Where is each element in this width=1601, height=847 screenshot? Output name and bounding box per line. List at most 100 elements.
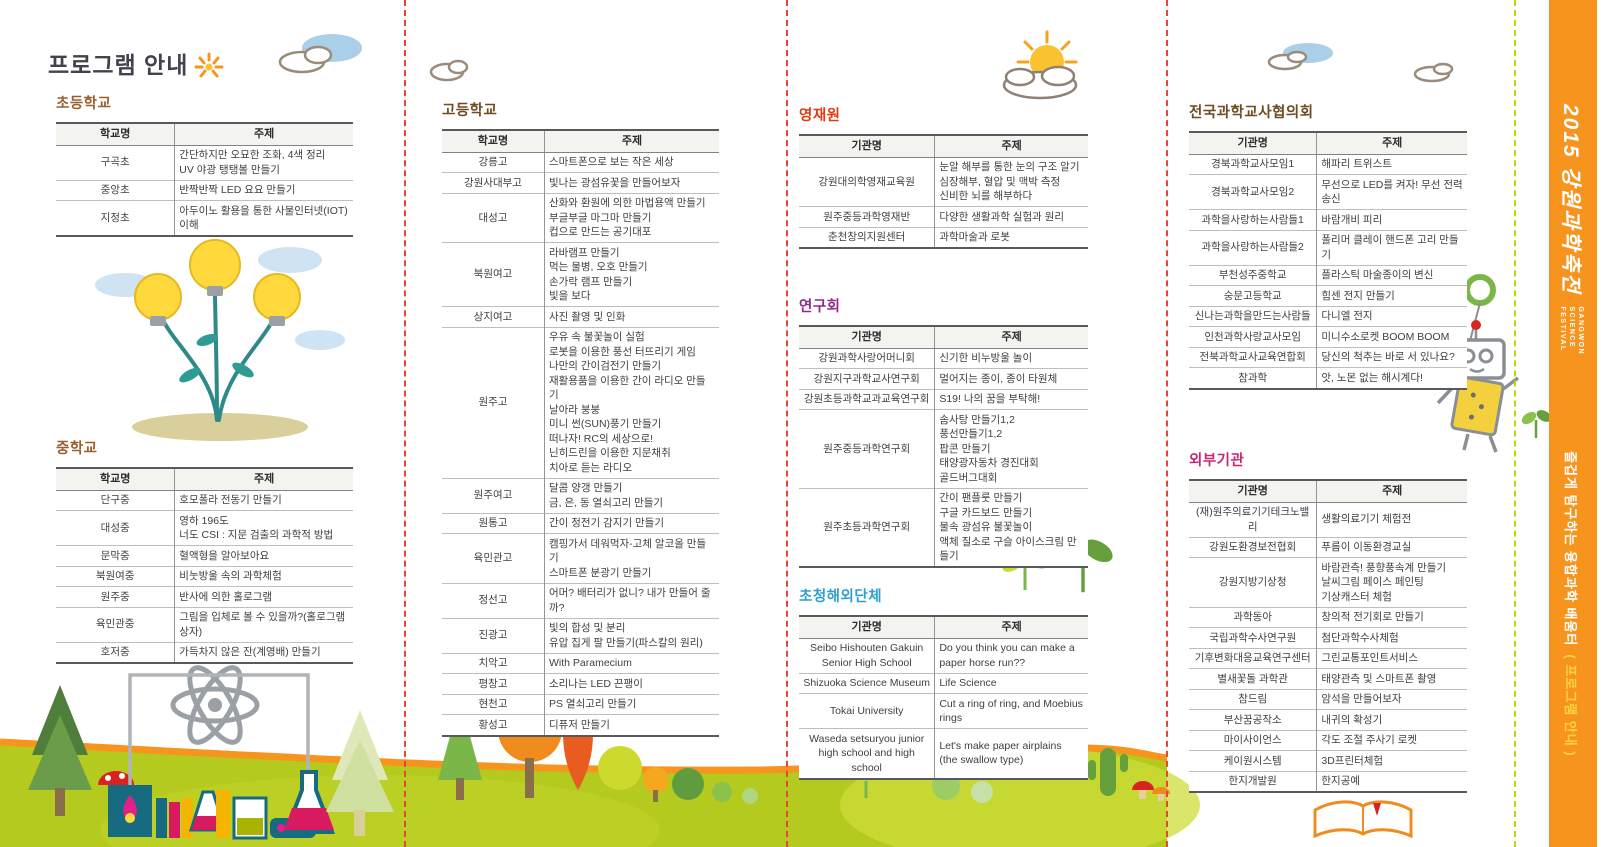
topic-cell: 빛나는 광섬유꽃을 만들어보자	[543, 172, 719, 193]
section-heading: 전국과학교사협의회	[1189, 105, 1314, 121]
topic-line: 아두이노 활용을 통한 사물인터넷(IOT) 이해	[179, 204, 348, 232]
topic-line: 미니 썬(SUN)풍기 만들기	[548, 418, 662, 430]
name-cell: 과학을사랑하는사람들2	[1189, 229, 1317, 265]
table-row: 중앙초 반짝반짝 LED 요요 만들기	[56, 179, 353, 201]
topic-cell: 각도 조절 주사기 로켓	[1316, 729, 1467, 751]
topic-line: 구글 카드보드 만들기	[939, 506, 1033, 519]
name-cell: 참과학	[1189, 367, 1317, 389]
table-row: 문막중 혈액형을 알아보아요	[56, 545, 353, 566]
topic-cell: 눈알 해부를 통한 눈의 구조 알기 심장해부, 혈압 및 맥박 측정 신비한 뇌를…	[934, 157, 1088, 207]
section-heading: 영재원	[799, 108, 841, 124]
topic-line: 눈알 해부를 통한 눈의 구조 알기	[939, 161, 1080, 173]
section-research: 연구회 기관명 주제 강원과학사랑어머니회 신기한 비누방울 놀이 강원지구과학교사연구회…	[799, 295, 1088, 568]
topic-cell: Cut a ring of ring, and Moebius rings	[934, 693, 1088, 729]
topic-cell: 비눗방울 속의 과학체험	[174, 565, 353, 587]
topic-cell: 스마트폰으로 보는 작은 세상	[543, 152, 719, 173]
topic-line: 우유 속 불꽃놀이 실험	[548, 331, 645, 343]
topic-cell: 다양한 생활과학 실험과 원리	[934, 206, 1088, 227]
topic-cell: 미니수소로켓 BOOM BOOM	[1316, 326, 1467, 347]
name-cell: 육민관고	[442, 533, 545, 583]
festival-title: 2015 강원과학축전	[1559, 104, 1582, 295]
topic-line: 암석을 만들어보자	[1321, 693, 1402, 705]
name-cell: Tokai University	[799, 693, 935, 729]
topic-line: 물속 광섬유 불꽃놀이	[939, 521, 1033, 533]
name-cell: 원통고	[442, 512, 545, 534]
topic-cell: 창의적 전기회로 만들기	[1316, 606, 1467, 628]
name-cell: 신나는과학을만드는사람들	[1189, 305, 1317, 327]
table-row: 상지여고 사진 촬영 및 인화	[442, 306, 719, 327]
topic-line: 먹는 물병, 오호 만들기	[548, 261, 648, 273]
table-row: 숭문고등학교 힘센 전지 만들기	[1189, 285, 1467, 306]
cactus-icon	[1088, 748, 1128, 796]
table-row: Shizuoka Science Museum Life Science	[799, 672, 1088, 694]
topic-line: 치아로 듣는 라디오	[548, 461, 633, 474]
fold-line	[1166, 0, 1168, 847]
fold-line	[1514, 0, 1516, 847]
table-row: 과학을사랑하는사람들1 바람개비 피리	[1189, 209, 1467, 230]
topic-line: 미니수소로켓 BOOM BOOM	[1321, 330, 1450, 343]
topic-cell: Do you think you can make a paper horse …	[934, 638, 1088, 673]
topic-line: 심장해부, 혈압 및 맥박 측정	[939, 175, 1061, 188]
table-row: 강릉고 스마트폰으로 보는 작은 세상	[442, 152, 719, 173]
table-row: 원주중 반사에 의한 홀로그램	[56, 586, 353, 607]
name-cell: 상지여고	[442, 306, 545, 327]
name-cell: 강원지방기상청	[1189, 557, 1317, 607]
table-row: Waseda setsuryou junior high school and …	[799, 728, 1088, 779]
topic-line: 스마트폰으로 보는 작은 세상	[548, 156, 674, 168]
topic-cell: 영하 196도 너도 CSI : 지문 검출의 과학적 방법	[174, 510, 353, 546]
topic-cell: 솜사탕 만들기1,2 풍선만들기1,2 팝콘 만들기 태양광자동차 경진대회 골드버그대…	[934, 409, 1088, 488]
topic-header: 주제	[174, 123, 353, 146]
topic-cell: 첨단과학수사체험	[1316, 627, 1467, 648]
name-cell: 원주고	[442, 326, 545, 478]
topic-line: 내귀의 확성기	[1321, 713, 1383, 726]
topic-line: 풍선만들기1,2	[939, 428, 1003, 440]
table-row: 원주여고 달콤 양갱 만들기 금, 은, 동 열쇠고리 만들기	[442, 477, 719, 513]
topic-line: 각도 조절 주사기 로켓	[1321, 734, 1418, 746]
ladder-icon	[216, 790, 230, 838]
name-cell: 평창고	[442, 673, 545, 694]
topic-line: 그림을 입체로 볼 수 있을까?(홀로그램 상자)	[179, 611, 346, 638]
name-cell: 과학을사랑하는사람들1	[1189, 209, 1317, 230]
topic-line: 떠나자! RC의 세상으로!	[548, 432, 654, 445]
topic-line: 태양광자동차 경진대회	[939, 457, 1039, 469]
topic-cell: 태양관측 및 스마트폰 촬영	[1316, 668, 1467, 689]
topic-cell: 무선으로 LED를 켜자! 무선 전력 송신	[1316, 174, 1467, 210]
topic-cell: 내귀의 확성기	[1316, 709, 1467, 730]
topic-cell: 달콤 양갱 만들기 금, 은, 동 열쇠고리 만들기	[543, 477, 719, 513]
name-cell: 한지개발원	[1189, 770, 1317, 792]
cover-spine: 2015 강원과학축전 GANGWON SCIENCE FESTIVAL 즐겁게…	[1549, 0, 1601, 847]
name-cell: 춘천창의지원센터	[799, 226, 935, 248]
section-overseas: 초청해외단체 기관명 주제 Seibo Hishouten Gakuin Senior…	[799, 585, 1088, 780]
name-cell: 기후변화대응교육연구센터	[1189, 647, 1317, 669]
topic-cell: Life Science	[934, 672, 1088, 694]
table-row: 별새꽃돌 과학관 태양관측 및 스마트폰 촬영	[1189, 668, 1467, 689]
topic-line: 빛을 보다	[548, 290, 591, 302]
topic-line: Life Science	[939, 677, 997, 689]
topic-line: 기상캐스터 체험	[1321, 590, 1392, 603]
topic-line: 간이 정전기 감지기 만들기	[548, 517, 664, 529]
topic-line: 디퓨저 만들기	[548, 718, 610, 731]
name-cell: (재)원주의료기기테크노밸리	[1196, 506, 1310, 533]
topic-cell: 3D프린터체험	[1316, 750, 1467, 771]
name-cell: 원주중등과학연구회	[799, 409, 935, 488]
table-row: 북원여중 비눗방울 속의 과학체험	[56, 565, 353, 587]
section-middle: 중학교 학교명 주제 단구중 호모폴라 전동기 만들기 대성중 영하 196도 너도 CSI …	[56, 437, 353, 664]
topic-line: 호모폴라 전동기 만들기	[179, 494, 282, 506]
books-icon	[156, 798, 193, 838]
table-row: 강원지방기상청 바람관측! 풍향풍속계 만들기 날씨그림 페이스 페인팅 기상캐스터 …	[1189, 557, 1467, 607]
table-row: 원주중등과학연구회 솜사탕 만들기1,2 풍선만들기1,2 팝콘 만들기 태양광자동차 …	[799, 409, 1088, 488]
table-row: 강원도환경보전협회 푸름이 이동환경교실	[1189, 536, 1467, 558]
topic-line: 팝콘 만들기	[939, 442, 991, 455]
topic-line: 날아라 붕붕	[548, 403, 601, 416]
topic-line: 손가락 램프 만들기	[548, 275, 633, 288]
topic-cell: 그림을 입체로 볼 수 있을까?(홀로그램 상자)	[174, 606, 353, 642]
topic-cell: 과학마술과 로봇	[934, 226, 1088, 248]
topic-line: 비눗방울 속의 과학체험	[179, 570, 282, 582]
name-cell: 지정초	[56, 200, 175, 236]
topic-line: 창의적 전기회로 만들기	[1321, 611, 1424, 623]
table-row: 부산꿈공작소 내귀의 확성기	[1189, 709, 1467, 730]
topic-line: Cut a ring of ring, and Moebius rings	[939, 697, 1083, 725]
topic-cell: 간이 팬플룻 만들기 구글 카드보드 만들기 물속 광섬유 불꽃놀이 액체 질소로 구…	[934, 487, 1088, 567]
table-row: 호저중 가득차지 않은 잔(계영배) 만들기	[56, 641, 353, 663]
topic-cell: 바람관측! 풍향풍속계 만들기 날씨그림 페이스 페인팅 기상캐스터 체험	[1316, 557, 1467, 607]
